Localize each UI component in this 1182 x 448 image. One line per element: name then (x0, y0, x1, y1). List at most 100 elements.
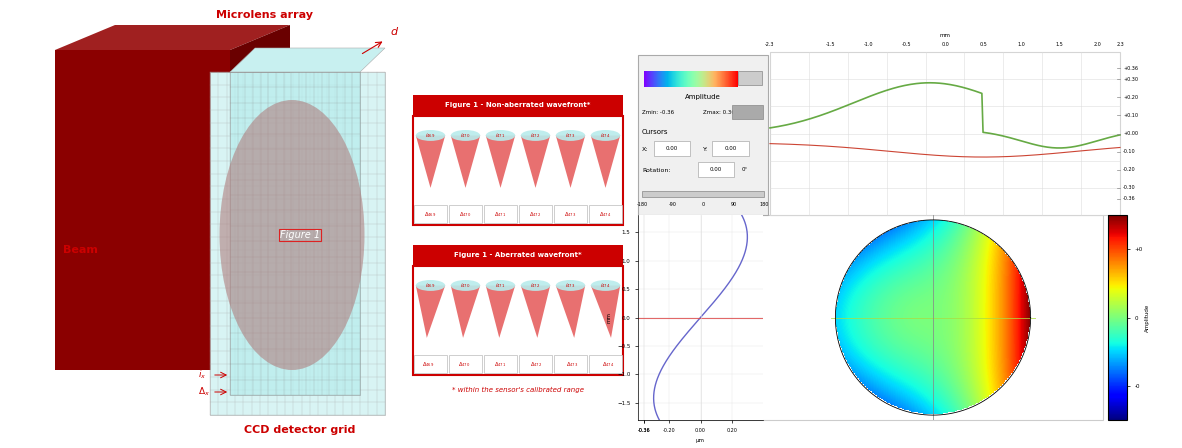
Polygon shape (56, 50, 230, 370)
Text: Microlens array: Microlens array (216, 10, 313, 20)
Text: 0.00: 0.00 (710, 167, 722, 172)
Text: Beam: Beam (63, 245, 97, 255)
Text: 2.3: 2.3 (1116, 42, 1124, 47)
Ellipse shape (556, 280, 585, 291)
Text: $i_x$: $i_x$ (199, 369, 207, 381)
Polygon shape (556, 135, 585, 188)
Text: 0.00: 0.00 (725, 146, 736, 151)
Bar (590, 205, 622, 223)
Text: +0.00: +0.00 (1123, 131, 1138, 136)
Text: +0.30: +0.30 (1123, 77, 1138, 82)
Bar (413, 116, 623, 225)
Bar (654, 142, 690, 156)
Text: 2.0: 2.0 (1093, 42, 1102, 47)
Bar (712, 142, 748, 156)
Bar (638, 55, 768, 215)
Text: * within the sensor's calibrated range: * within the sensor's calibrated range (452, 387, 584, 393)
Bar (642, 191, 764, 197)
Polygon shape (230, 72, 361, 395)
Polygon shape (521, 285, 550, 338)
Bar (738, 71, 761, 86)
Bar (590, 355, 622, 373)
Text: Figure 1 - Non-aberrated wavefront*: Figure 1 - Non-aberrated wavefront* (446, 103, 591, 108)
Bar (697, 162, 734, 177)
Polygon shape (56, 25, 290, 50)
X-axis label: μm: μm (696, 438, 704, 443)
Bar (638, 215, 1103, 420)
Ellipse shape (591, 130, 621, 141)
Text: -0.20: -0.20 (1123, 167, 1136, 172)
Ellipse shape (591, 280, 621, 291)
Ellipse shape (416, 280, 446, 291)
Ellipse shape (486, 280, 515, 291)
Text: 0.5: 0.5 (979, 42, 987, 47)
Text: -0.36: -0.36 (1123, 196, 1136, 201)
Text: 1.5: 1.5 (1056, 42, 1063, 47)
Polygon shape (450, 285, 480, 338)
Bar (769, 52, 1121, 215)
Text: 180: 180 (759, 202, 768, 207)
Ellipse shape (556, 130, 585, 141)
Text: $\Delta_{474}$: $\Delta_{474}$ (602, 360, 615, 369)
Polygon shape (486, 285, 515, 338)
Bar (554, 205, 586, 223)
Text: -0.10: -0.10 (1123, 149, 1136, 154)
Y-axis label: mm: mm (606, 312, 611, 323)
Polygon shape (230, 25, 290, 370)
Text: -180: -180 (636, 202, 648, 207)
Text: $\Delta_{471}$: $\Delta_{471}$ (494, 360, 506, 369)
Text: 0: 0 (701, 202, 704, 207)
Ellipse shape (521, 280, 550, 291)
Polygon shape (416, 285, 446, 338)
Text: $\Delta_{470}$: $\Delta_{470}$ (459, 360, 470, 369)
Text: $i_{474}$: $i_{474}$ (600, 131, 611, 140)
Text: +0.20: +0.20 (1123, 95, 1138, 100)
Text: -0.5: -0.5 (902, 42, 911, 47)
Text: $\Delta_x$: $\Delta_x$ (199, 386, 210, 398)
Text: Rotation:: Rotation: (642, 168, 670, 172)
Text: $i_{474}$: $i_{474}$ (600, 281, 611, 290)
Y-axis label: Amplitude: Amplitude (1145, 303, 1150, 332)
Text: -1.5: -1.5 (826, 42, 836, 47)
Text: mm: mm (940, 33, 950, 38)
Text: $i_{473}$: $i_{473}$ (565, 131, 576, 140)
Text: X:: X: (642, 147, 649, 152)
Text: Amplitude: Amplitude (686, 94, 721, 99)
Bar (519, 205, 552, 223)
Text: $\Delta_{469}$: $\Delta_{469}$ (424, 210, 436, 219)
Text: +0.10: +0.10 (1123, 113, 1138, 118)
Text: $\Delta_{474}$: $\Delta_{474}$ (599, 210, 612, 219)
Text: $i_{471}$: $i_{471}$ (495, 281, 506, 290)
Text: -1.0: -1.0 (864, 42, 873, 47)
Text: $\Delta_{473}$: $\Delta_{473}$ (564, 210, 577, 219)
Ellipse shape (450, 280, 480, 291)
Text: $i_{470}$: $i_{470}$ (460, 131, 470, 140)
Text: Figure 1 - Aberrated wavefront*: Figure 1 - Aberrated wavefront* (454, 252, 582, 258)
Text: $i_{473}$: $i_{473}$ (565, 281, 576, 290)
Bar (485, 205, 517, 223)
Text: 0.00: 0.00 (667, 146, 678, 151)
Bar (732, 104, 762, 119)
Polygon shape (486, 135, 515, 188)
Text: Zmax: 0.36: Zmax: 0.36 (703, 110, 735, 115)
Text: CCD detector grid: CCD detector grid (245, 425, 356, 435)
Bar (519, 355, 552, 373)
Text: Cursors: Cursors (642, 129, 669, 135)
Ellipse shape (486, 130, 515, 141)
Text: $\Delta_{470}$: $\Delta_{470}$ (460, 210, 472, 219)
Ellipse shape (521, 130, 550, 141)
Ellipse shape (416, 130, 446, 141)
Text: $i_{472}$: $i_{472}$ (531, 131, 540, 140)
Text: $i_{472}$: $i_{472}$ (531, 281, 540, 290)
Polygon shape (591, 135, 621, 188)
Text: $i_{471}$: $i_{471}$ (495, 131, 506, 140)
Text: $i_{469}$: $i_{469}$ (426, 131, 436, 140)
Text: $i_{469}$: $i_{469}$ (426, 281, 436, 290)
Bar (485, 355, 517, 373)
Text: -2.3: -2.3 (765, 42, 774, 47)
Ellipse shape (220, 100, 364, 370)
Text: $\Delta_{473}$: $\Delta_{473}$ (566, 360, 578, 369)
Text: $\Delta_{471}$: $\Delta_{471}$ (494, 210, 507, 219)
Bar (413, 95, 623, 116)
Bar (415, 205, 447, 223)
